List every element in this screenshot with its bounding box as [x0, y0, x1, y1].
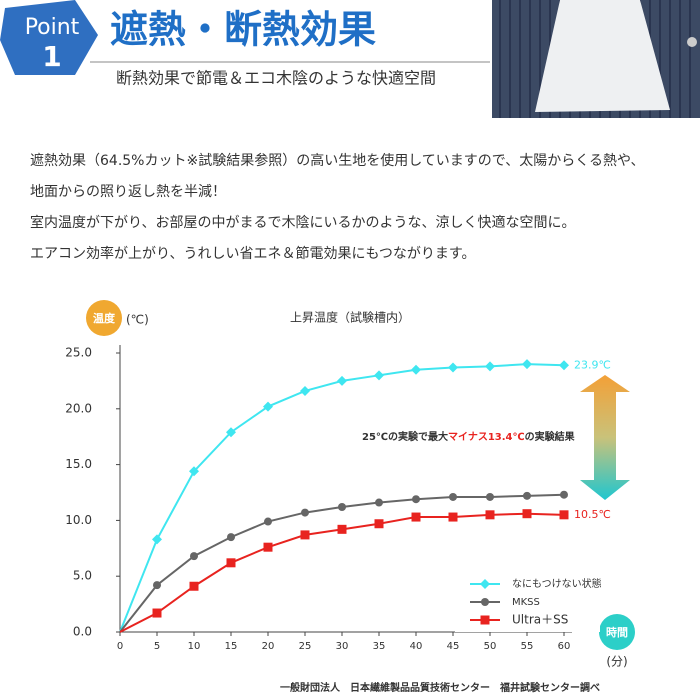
paragraph: エアコン効率が上がり、うれしい省エネ＆節電効果にもつながります。 — [30, 245, 475, 262]
annotation-part: の実験結果 — [525, 430, 576, 443]
marker — [226, 558, 236, 568]
marker — [189, 581, 199, 591]
header-subtitle: 断熱効果で節電＆エコ木陰のような快適空間 — [116, 69, 436, 88]
marker — [448, 362, 458, 373]
marker — [480, 579, 490, 589]
difference-arrow — [580, 375, 630, 500]
y-tick-label: 15.0 — [65, 457, 92, 471]
y-tick-label: 5.0 — [73, 569, 92, 583]
marker — [559, 360, 569, 371]
marker — [264, 517, 272, 526]
x-axis-label: 時間 — [606, 625, 628, 639]
x-axis-unit: (分) — [606, 655, 627, 669]
y-axis-label: 温度 — [93, 311, 116, 325]
marker — [522, 359, 532, 370]
x-tick-label: 20 — [262, 641, 275, 652]
paragraph: 室内温度が下がり、お部屋の中がまるで木陰にいるかのような、涼しく快適な空間に。 — [30, 214, 575, 231]
y-badge — [86, 300, 122, 336]
paragraph: 遮熱効果（64.5%カット※試験結果参照）の高い生地を使用していますので、太陽か… — [30, 152, 645, 169]
x-tick-label: 35 — [373, 641, 386, 652]
chart-title: 上昇温度（試験槽内） — [290, 310, 410, 325]
marker — [485, 510, 495, 520]
x-tick-label: 15 — [225, 641, 238, 652]
value-label: 23.9℃ — [574, 358, 611, 371]
x-tick-label: 40 — [410, 641, 423, 652]
marker — [337, 524, 347, 534]
y-tick-label: 25.0 — [65, 346, 92, 360]
x-tick-label: 25 — [299, 641, 312, 652]
marker — [152, 608, 162, 618]
marker — [523, 491, 531, 500]
marker — [448, 512, 458, 522]
x-tick-label: 0 — [117, 641, 123, 652]
marker — [301, 508, 309, 517]
legend: なにもつけない状態 MKSS Ultra＋SS — [455, 574, 602, 632]
marker — [375, 498, 383, 507]
marker — [227, 533, 235, 542]
photo — [492, 0, 700, 118]
marker — [263, 401, 273, 412]
marker — [522, 509, 532, 519]
marker — [152, 534, 162, 545]
x-tick-label: 60 — [558, 641, 571, 652]
marker — [480, 615, 490, 625]
badge-word: Point — [25, 15, 80, 40]
marker — [153, 581, 161, 590]
marker — [411, 364, 421, 375]
annotation-part: 25℃の実験で最大 — [362, 430, 448, 443]
badge — [0, 0, 98, 75]
legend-label: なにもつけない状態 — [512, 577, 602, 590]
marker — [411, 512, 421, 522]
marker — [300, 530, 310, 540]
marker — [300, 385, 310, 396]
paragraph: 地面からの照り返し熱を半減！ — [30, 183, 226, 200]
marker — [338, 503, 346, 512]
marker — [481, 598, 489, 606]
marker — [189, 466, 199, 477]
marker — [337, 375, 347, 386]
y-tick-label: 0.0 — [73, 625, 92, 639]
x-tick-label: 50 — [484, 641, 497, 652]
legend-label: Ultra＋SS — [512, 613, 568, 627]
legend-label: MKSS — [512, 597, 540, 608]
x-tick-label: 5 — [154, 641, 160, 652]
source: 一般財団法人 日本繊維製品品質技術センター 福井試験センター調べ — [280, 681, 600, 694]
y-tick-label: 10.0 — [65, 513, 92, 527]
x-tick-label: 55 — [521, 641, 534, 652]
marker — [190, 552, 198, 561]
x-tick-label: 45 — [447, 641, 460, 652]
marker — [374, 519, 384, 529]
marker — [226, 427, 236, 438]
marker — [486, 492, 494, 501]
marker — [412, 495, 420, 504]
marker — [559, 510, 569, 520]
marker — [485, 361, 495, 372]
y-tick-label: 20.0 — [65, 401, 92, 415]
badge-number: 1 — [42, 40, 61, 73]
marker — [449, 492, 457, 501]
x-badge — [599, 614, 635, 650]
header-title: 遮熱・断熱効果 — [110, 8, 376, 52]
marker — [560, 490, 568, 499]
annotation: 25℃の実験で最大マイナス13.4℃の実験結果 — [362, 430, 576, 443]
value-label: 10.5℃ — [574, 508, 611, 521]
y-axis-unit: (℃) — [126, 313, 149, 327]
x-tick-label: 30 — [336, 641, 349, 652]
annotation-highlight: マイナス13.4℃ — [448, 431, 525, 443]
x-tick-label: 10 — [188, 641, 201, 652]
marker — [374, 370, 384, 381]
marker — [263, 542, 273, 552]
